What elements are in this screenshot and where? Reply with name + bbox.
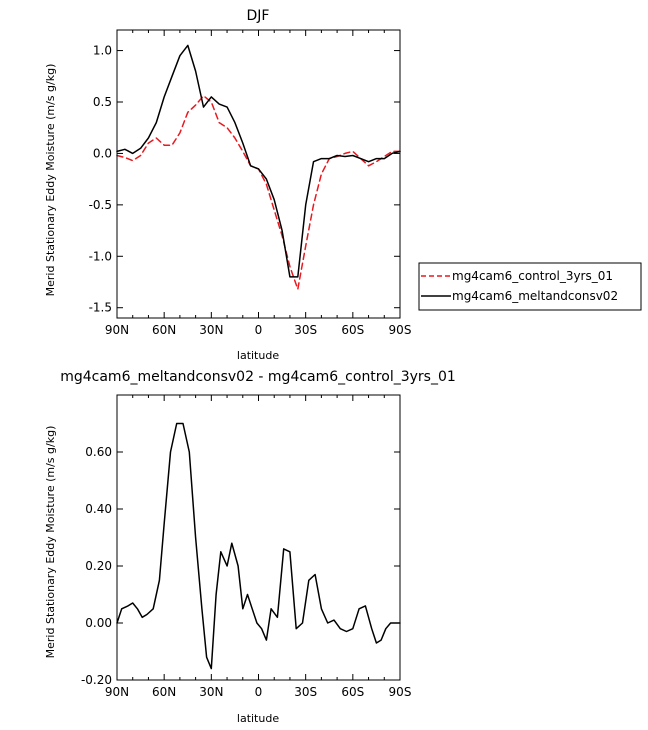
bottom-chart-series (116, 422, 401, 670)
top-chart-x-tick-label: 60S (341, 323, 364, 337)
top-chart-y-axis-label: Merid Stationary Eddy Moisture (m/s g/kg… (44, 64, 57, 297)
top-chart-series-line-1 (116, 44, 401, 278)
bottom-chart-x-tick-label: 30N (199, 685, 223, 699)
bottom-chart-x-tick-label: 0 (255, 685, 263, 699)
bottom-chart-x-tick-label: 90S (389, 685, 412, 699)
top-chart-x-tick-label: 90N (105, 323, 129, 337)
top-chart-x-tick-label: 0 (255, 323, 263, 337)
top-chart-y-tick-label: -0.5 (89, 198, 112, 212)
top-chart-frame (116, 29, 401, 319)
bottom-chart-y-tick-label: 0.60 (85, 445, 112, 459)
legend-label-control: mg4cam6_control_3yrs_01 (452, 269, 613, 283)
top-chart-x-tick-label: 60N (152, 323, 176, 337)
bottom-chart-y-tick-label: 0.40 (85, 502, 112, 516)
bottom-chart-series-line-0 (116, 422, 401, 670)
top-chart: DJF Merid Stationary Eddy Moisture (m/s … (44, 8, 411, 362)
bottom-chart-x-tick-label: 60N (152, 685, 176, 699)
top-chart-series (116, 44, 401, 290)
top-chart-x-tick-label: 90S (389, 323, 412, 337)
bottom-chart-frame (116, 394, 401, 681)
top-chart-y-tick-label: 1.0 (93, 44, 112, 58)
top-chart-y-tick-label: -1.5 (89, 301, 112, 315)
top-chart-legend: mg4cam6_control_3yrs_01 mg4cam6_meltandc… (418, 262, 642, 311)
top-chart-y-tick-label: 0.5 (93, 95, 112, 109)
top-chart-y-tick-label: -1.0 (89, 249, 112, 263)
bottom-chart-y-tick-label: -0.20 (81, 673, 112, 687)
bottom-chart-x-tick-label: 60S (341, 685, 364, 699)
top-chart-x-axis-label: latitude (237, 349, 279, 362)
bottom-chart-ticks: 90N 60N 30N 0 30S 60S 90S 0.60 0.40 0.20 0.00 -0.20 (81, 395, 412, 699)
bottom-chart-title: mg4cam6_meltandconsv02 - mg4cam6_control… (60, 369, 456, 385)
top-chart-title: DJF (247, 8, 270, 24)
top-chart-x-tick-label: 30N (199, 323, 223, 337)
top-chart-ticks: 90N 60N 30N 0 30S 60S 90S 1.0 0.5 0.0 -0.5 -1.0 -1.5 (89, 30, 412, 337)
legend-box (418, 262, 642, 311)
bottom-chart: mg4cam6_meltandconsv02 - mg4cam6_control… (44, 369, 456, 725)
legend-label-meltandconsv: mg4cam6_meltandconsv02 (452, 289, 618, 303)
bottom-chart-y-tick-label: 0.00 (85, 616, 112, 630)
bottom-chart-x-tick-label: 90N (105, 685, 129, 699)
bottom-chart-y-tick-label: 0.20 (85, 559, 112, 573)
top-chart-series-line-0 (116, 95, 401, 290)
top-chart-y-tick-label: 0.0 (93, 146, 112, 160)
top-chart-x-tick-label: 30S (294, 323, 317, 337)
bottom-chart-x-axis-label: latitude (237, 712, 279, 725)
bottom-chart-y-axis-label: Merid Stationary Eddy Moisture (m/s g/kg… (44, 426, 57, 659)
bottom-chart-x-tick-label: 30S (294, 685, 317, 699)
